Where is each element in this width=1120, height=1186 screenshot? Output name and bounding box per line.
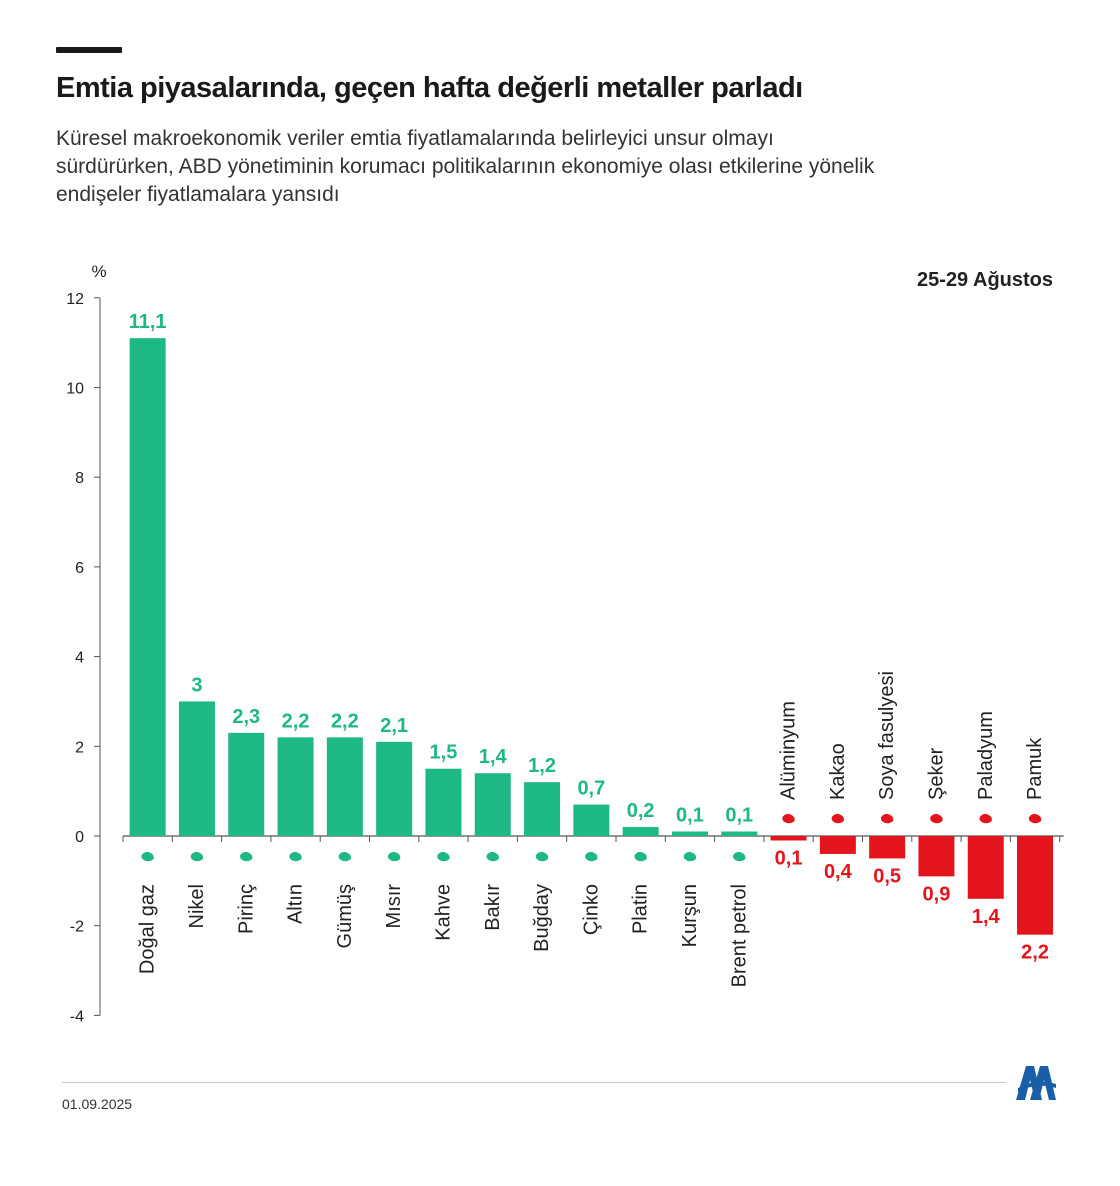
- period-label: 25-29 Ağustos: [917, 269, 1053, 291]
- bar: [376, 741, 413, 836]
- bar: [819, 836, 856, 854]
- data-label: 0,2: [627, 800, 655, 822]
- category-label: Şeker: [925, 747, 947, 800]
- y-tick-label: -4: [70, 1008, 84, 1025]
- data-label: 2,2: [282, 710, 310, 732]
- category-label: Gümüş: [334, 884, 356, 948]
- coffee-bean-icon: [437, 851, 450, 862]
- category-label: Çinko: [580, 884, 602, 935]
- bar: [573, 804, 610, 836]
- data-label: 1,5: [430, 742, 458, 764]
- data-label: 0,1: [676, 805, 704, 827]
- y-axis-label: %: [91, 262, 106, 281]
- top-accent-bar: [56, 47, 122, 53]
- metal-bars-icon: [289, 851, 302, 862]
- metal-bars-icon: [486, 851, 499, 862]
- metal-bars-icon: [338, 851, 352, 862]
- metal-bars-icon: [190, 851, 204, 862]
- bar: [524, 782, 561, 836]
- subtitle-line: endişeler fiyatlamalara yansıdı: [56, 183, 340, 206]
- y-tick-label: -2: [70, 919, 84, 936]
- bar: [1017, 836, 1054, 935]
- bar: [129, 338, 166, 836]
- oil-barrel-icon: [733, 851, 746, 862]
- category-label: Brent petrol: [728, 884, 750, 987]
- data-label: 1,4: [972, 906, 1001, 928]
- aa-logo: [1016, 1066, 1056, 1100]
- bar: [326, 737, 363, 836]
- sugar-sack-icon: [930, 813, 943, 824]
- metal-bars-icon: [979, 813, 992, 824]
- bar: [918, 836, 955, 877]
- category-label: Mısır: [383, 884, 405, 929]
- category-label: Paladyum: [975, 711, 997, 800]
- category-label: Altın: [285, 884, 307, 924]
- flame-icon: [141, 851, 154, 862]
- category-label: Kakao: [827, 743, 849, 800]
- data-label: 2,2: [331, 710, 359, 732]
- rice-sack-icon: [240, 851, 253, 862]
- chart-title: Emtia piyasalarında, geçen hafta değerli…: [56, 72, 803, 104]
- data-label: 2,2: [1021, 942, 1049, 964]
- data-label: 11,1: [129, 311, 167, 333]
- data-label: 0,1: [775, 847, 803, 869]
- data-label: 0,4: [824, 861, 853, 883]
- y-tick-label: 8: [75, 470, 84, 487]
- cotton-icon: [1028, 813, 1042, 824]
- bar: [622, 827, 659, 836]
- category-label: Bakır: [482, 884, 504, 931]
- wheat-icon: [535, 851, 549, 862]
- data-label: 0,5: [873, 865, 901, 887]
- category-label: Pirinç: [235, 884, 257, 934]
- category-label: Platin: [630, 884, 652, 934]
- data-label: 1,2: [528, 755, 556, 777]
- bar: [178, 701, 215, 836]
- category-label: Buğday: [531, 884, 553, 952]
- metal-bars-icon: [585, 851, 598, 862]
- bar: [869, 836, 906, 859]
- subtitle-line: sürdürürken, ABD yönetiminin korumacı po…: [56, 155, 875, 178]
- bar: [277, 737, 314, 836]
- category-label: Soya fasulyesi: [876, 671, 898, 800]
- soybean-icon: [880, 813, 894, 824]
- bar: [671, 831, 708, 836]
- data-label: 3: [191, 674, 202, 696]
- data-label: 0,1: [725, 805, 753, 827]
- category-label: Nikel: [186, 884, 208, 928]
- category-label: Kurşun: [679, 884, 701, 947]
- bar: [425, 768, 462, 836]
- footer-divider: [62, 1082, 1006, 1083]
- y-tick-label: 2: [75, 739, 84, 756]
- data-label: 1,4: [479, 746, 508, 768]
- metal-bars-icon: [782, 813, 795, 824]
- category-label: Doğal gaz: [137, 884, 159, 974]
- data-label: 2,3: [232, 706, 260, 728]
- category-label: Alüminyum: [778, 701, 800, 800]
- data-label: 0,7: [577, 778, 605, 800]
- cocoa-pod-icon: [831, 813, 845, 824]
- bar: [967, 836, 1004, 899]
- data-label: 0,9: [923, 883, 951, 905]
- publish-date: 01.09.2025: [62, 1096, 133, 1112]
- bar: [474, 773, 511, 836]
- data-label: 2,1: [380, 715, 408, 737]
- bar: [770, 836, 807, 841]
- y-tick-label: 0: [75, 829, 84, 846]
- y-tick-label: 6: [75, 560, 84, 577]
- chart-subtitle: Küresel makroekonomik veriler emtia fiya…: [56, 125, 1056, 209]
- y-tick-label: 4: [75, 650, 84, 667]
- subtitle-line: Küresel makroekonomik veriler emtia fiya…: [56, 127, 774, 150]
- metal-bars-icon: [683, 851, 697, 862]
- category-label: Kahve: [432, 884, 454, 941]
- bar-chart: 12 10 8 6 4 2 0 -2 -4% 25-29 Ağustos 11,1 Doğal gaz…: [66, 262, 1064, 1025]
- y-tick-label: 12: [66, 291, 84, 308]
- metal-bars-icon: [634, 851, 647, 862]
- y-tick-label: 10: [66, 381, 84, 398]
- bar: [228, 732, 265, 836]
- category-label: Pamuk: [1024, 737, 1046, 800]
- bar: [721, 831, 758, 836]
- corn-leaf-icon: [387, 851, 401, 862]
